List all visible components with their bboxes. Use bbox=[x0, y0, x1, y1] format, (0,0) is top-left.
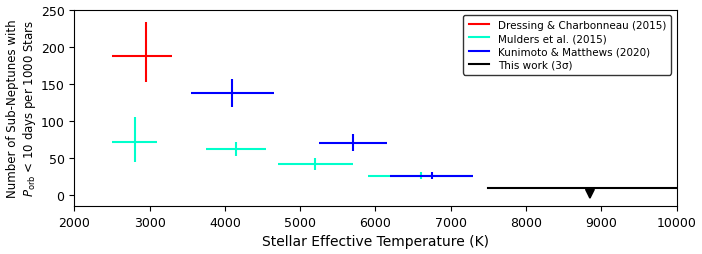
Legend: Dressing & Charbonneau (2015), Mulders et al. (2015), Kunimoto & Matthews (2020): Dressing & Charbonneau (2015), Mulders e… bbox=[463, 16, 671, 75]
This work (3σ) bbox=[484, 186, 493, 189]
Y-axis label: Number of Sub-Neptunes with
$P_{\rm orb}$ < 10 days per 1000 Stars: Number of Sub-Neptunes with $P_{\rm orb}… bbox=[6, 20, 38, 197]
X-axis label: Stellar Effective Temperature (K): Stellar Effective Temperature (K) bbox=[262, 234, 489, 248]
This work (3σ) bbox=[673, 186, 681, 189]
